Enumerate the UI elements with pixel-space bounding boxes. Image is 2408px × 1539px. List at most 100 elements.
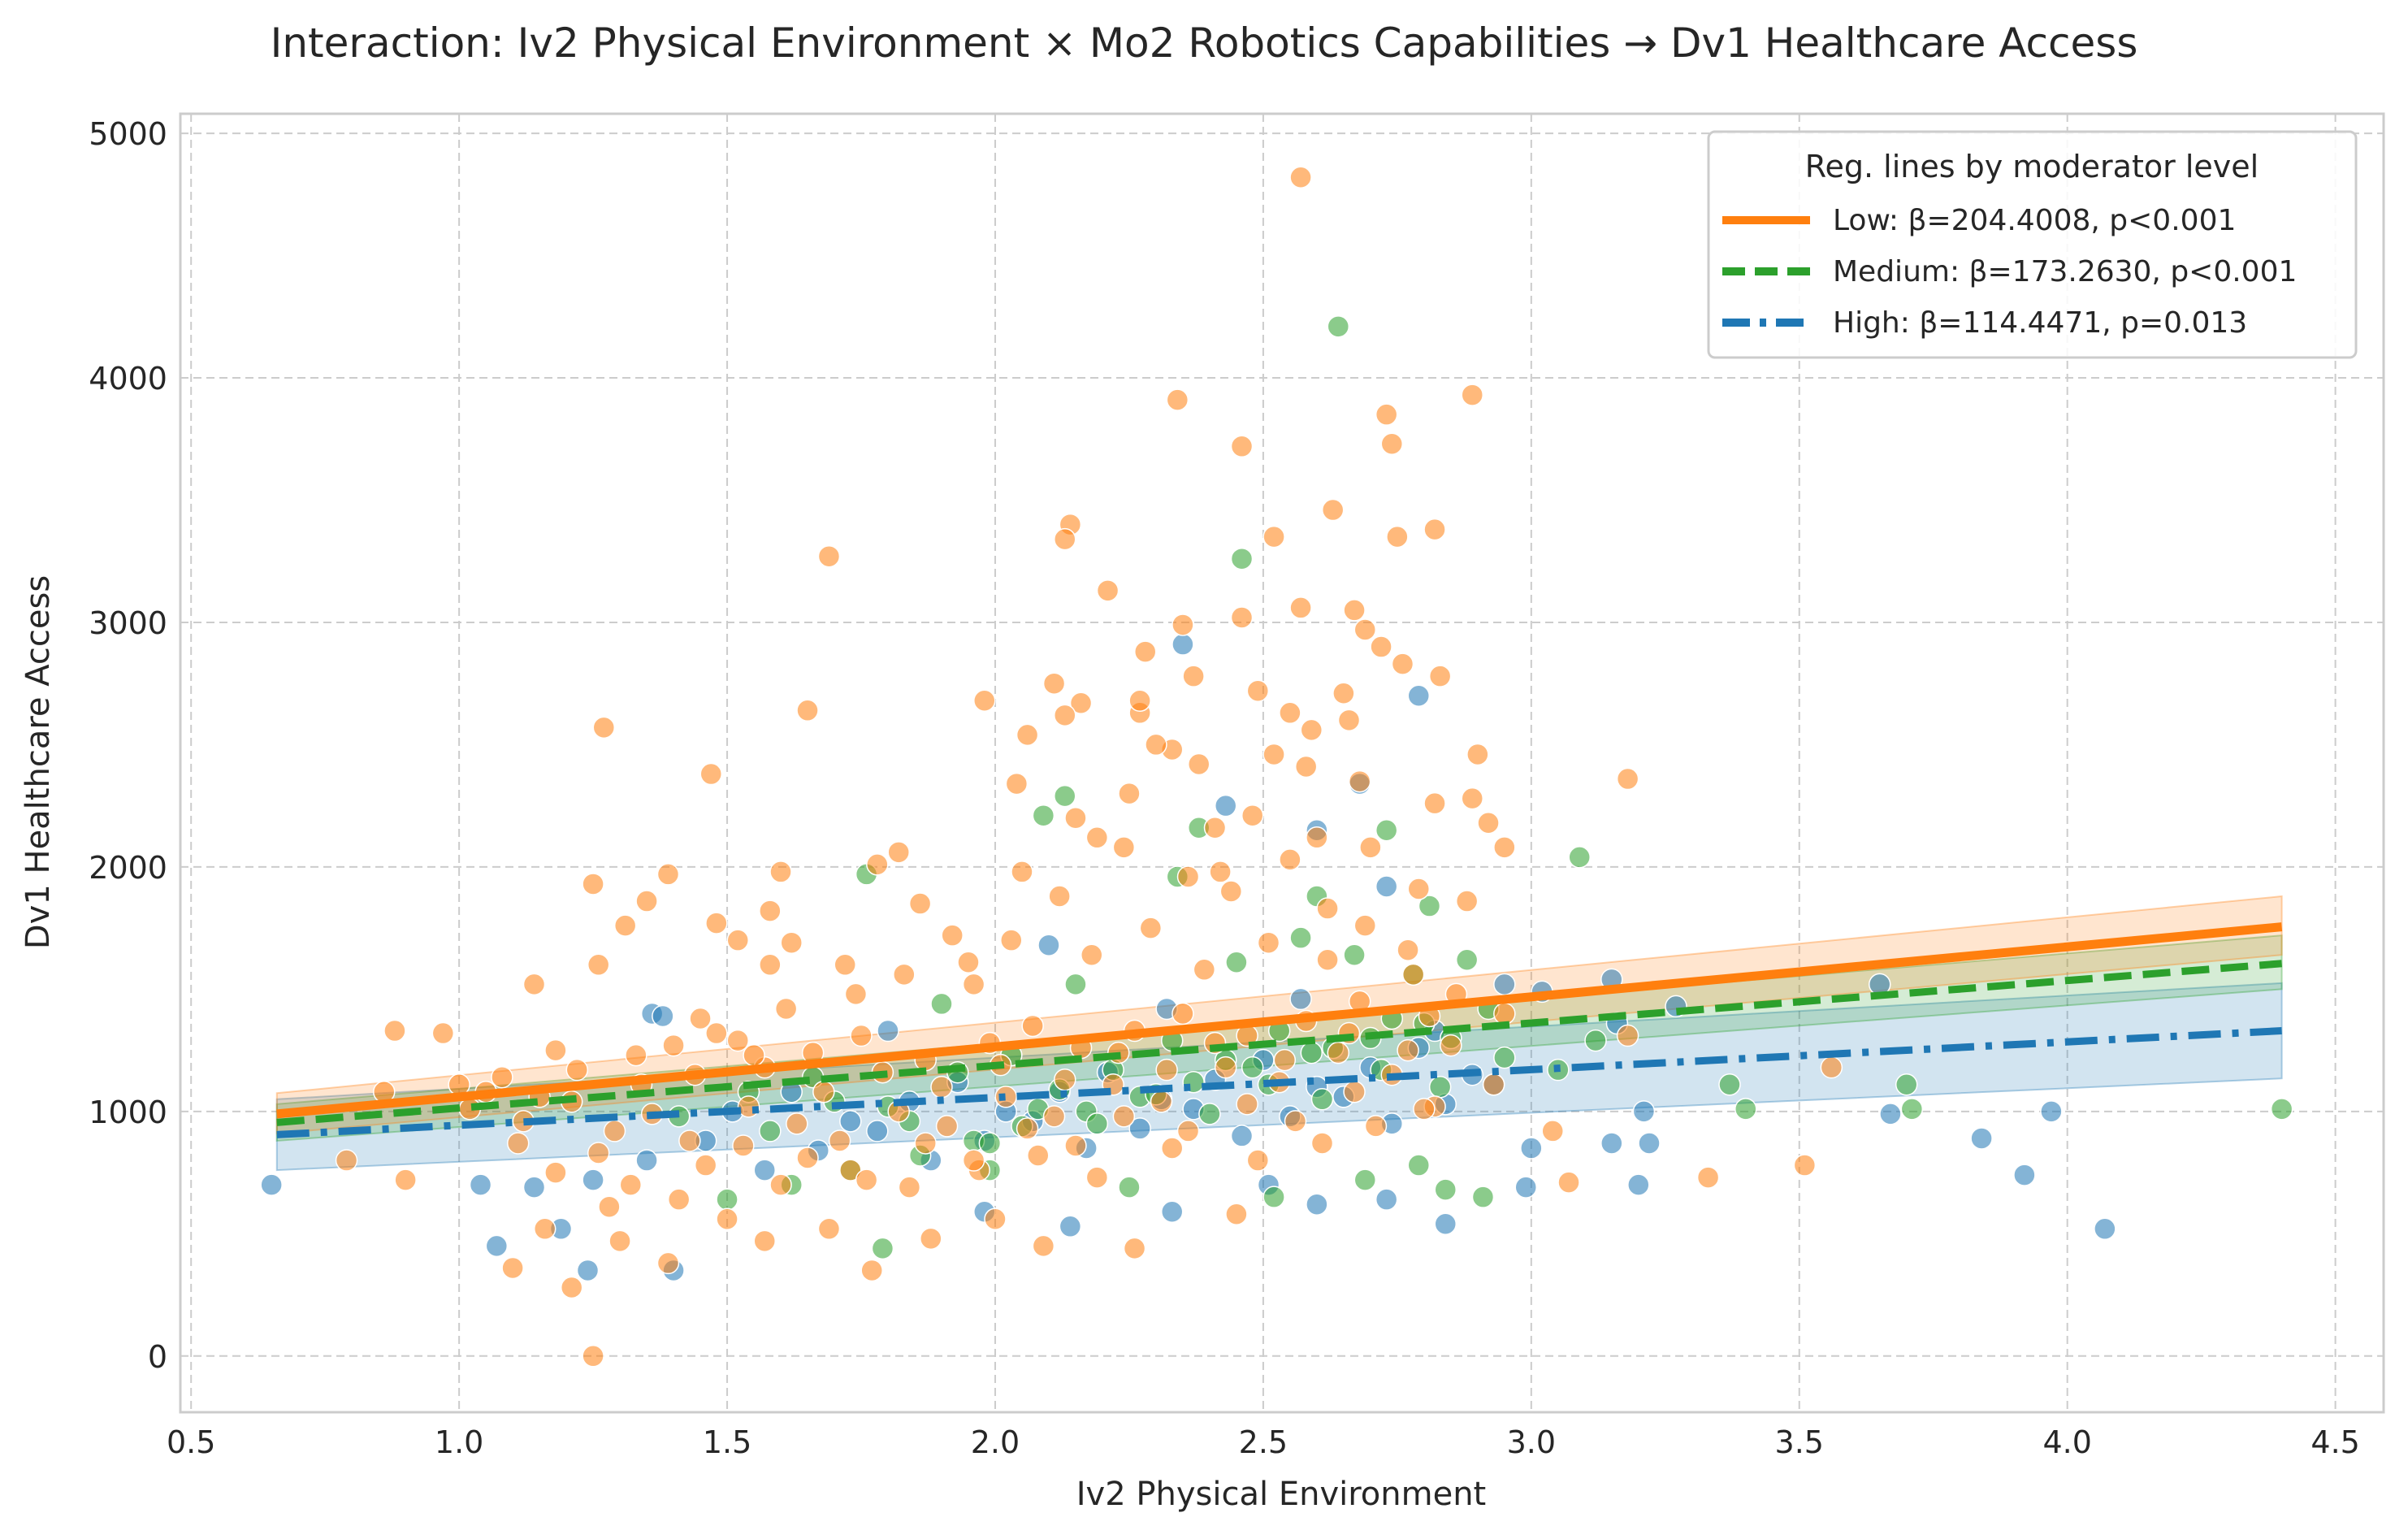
data-point-low <box>608 1229 631 1253</box>
data-point-low <box>705 1021 728 1045</box>
data-point-low <box>705 912 728 934</box>
data-point-medium <box>1262 1186 1285 1208</box>
data-point-low <box>1123 1237 1146 1260</box>
y-axis-label: Dv1 Healthcare Access <box>19 575 57 949</box>
data-point-medium <box>1718 1073 1741 1096</box>
data-point-medium <box>1455 948 1479 972</box>
data-point-high <box>1879 1103 1902 1125</box>
data-point-low <box>935 1115 959 1138</box>
data-point-low <box>560 1276 583 1299</box>
data-point-low <box>699 762 723 786</box>
data-point-low <box>908 892 932 915</box>
data-point-low <box>1069 691 1093 715</box>
data-point-high <box>753 1159 776 1181</box>
data-point-low <box>887 841 910 864</box>
data-point-high <box>1407 684 1431 707</box>
data-point-low <box>1310 1132 1334 1155</box>
data-point-high <box>1059 1215 1082 1238</box>
data-point-high <box>1493 973 1516 996</box>
data-point-medium <box>1735 1098 1757 1121</box>
data-point-medium <box>1054 784 1076 808</box>
y-tick-label: 5000 <box>89 116 167 152</box>
data-point-low <box>592 716 616 739</box>
data-point-low <box>1279 701 1301 725</box>
x-tick-label: 2.0 <box>971 1424 1020 1460</box>
data-point-low <box>1241 804 1264 827</box>
data-point-low <box>1793 1154 1817 1177</box>
data-point-low <box>898 1176 921 1199</box>
data-point-low <box>635 890 658 913</box>
regression-line-low <box>276 922 2283 1119</box>
data-point-low <box>1477 811 1500 835</box>
data-point-high <box>1128 1117 1151 1140</box>
data-point-low <box>598 1195 621 1218</box>
data-point-high <box>1520 1137 1543 1160</box>
data-point-low <box>1289 596 1312 619</box>
data-point-low <box>1397 1038 1419 1062</box>
data-point-low <box>1246 679 1270 702</box>
data-point-medium <box>1225 951 1248 974</box>
data-point-low <box>1353 914 1377 937</box>
data-point-low <box>625 1043 647 1067</box>
y-tick-label: 2000 <box>89 850 167 886</box>
data-point-low <box>1054 1068 1076 1091</box>
data-point-high <box>1160 1200 1184 1223</box>
data-point-low <box>1155 1058 1178 1082</box>
data-point-low <box>1150 1090 1173 1113</box>
data-point-low <box>1375 403 1398 426</box>
data-point-high <box>485 1234 509 1258</box>
data-point-low <box>1466 743 1489 766</box>
data-point-low <box>587 1142 610 1164</box>
data-point-medium <box>1241 1056 1264 1079</box>
data-point-low <box>501 1256 524 1280</box>
data-point-low <box>743 1043 765 1067</box>
data-point-low <box>603 1120 626 1142</box>
data-point-low <box>1236 1093 1258 1116</box>
data-point-low <box>662 1034 685 1057</box>
data-point-medium <box>1118 1176 1141 1199</box>
x-tick-label: 1.5 <box>703 1424 751 1460</box>
data-point-medium <box>1327 315 1350 338</box>
data-point-low <box>587 953 610 977</box>
data-point-low <box>839 1159 862 1181</box>
data-point-low <box>1128 689 1151 713</box>
data-point-low <box>1246 1149 1270 1172</box>
regression-line-high <box>276 1027 2282 1138</box>
data-point-low <box>1054 704 1076 727</box>
x-tick-label: 4.0 <box>2042 1424 2091 1460</box>
data-point-low <box>1343 1081 1366 1103</box>
y-tick-label: 1000 <box>89 1095 167 1130</box>
data-point-medium <box>1230 547 1254 570</box>
data-point-high <box>1230 1125 1254 1147</box>
data-point-low <box>1016 1117 1039 1140</box>
data-point-medium <box>1310 1088 1334 1111</box>
data-point-low <box>619 1173 643 1196</box>
data-point-high <box>866 1120 889 1142</box>
data-point-medium <box>1407 1154 1431 1177</box>
x-tick-label: 3.0 <box>1507 1424 1556 1460</box>
data-point-low <box>1364 1115 1388 1138</box>
data-point-medium <box>871 1237 894 1260</box>
data-point-low <box>1348 770 1371 793</box>
data-point-medium <box>930 992 953 1016</box>
data-point-low <box>1214 1056 1237 1079</box>
data-point-low <box>613 914 637 937</box>
data-point-high <box>2094 1217 2116 1241</box>
data-point-low <box>1423 518 1446 541</box>
data-point-high <box>1037 934 1060 956</box>
data-point-low <box>726 929 749 952</box>
data-point-low <box>1085 826 1109 849</box>
data-point-low <box>1428 665 1452 687</box>
data-point-low <box>844 982 868 1006</box>
data-point-low <box>1016 723 1039 747</box>
data-point-low <box>1397 939 1419 961</box>
data-point-low <box>1423 791 1446 815</box>
data-point-high <box>1375 1188 1398 1211</box>
data-point-low <box>1182 665 1205 687</box>
data-point-low <box>694 1154 717 1177</box>
plot-frame <box>179 112 2385 1414</box>
data-point-low <box>1145 733 1167 756</box>
data-point-low <box>1096 579 1120 602</box>
data-point-low <box>1064 1134 1087 1157</box>
